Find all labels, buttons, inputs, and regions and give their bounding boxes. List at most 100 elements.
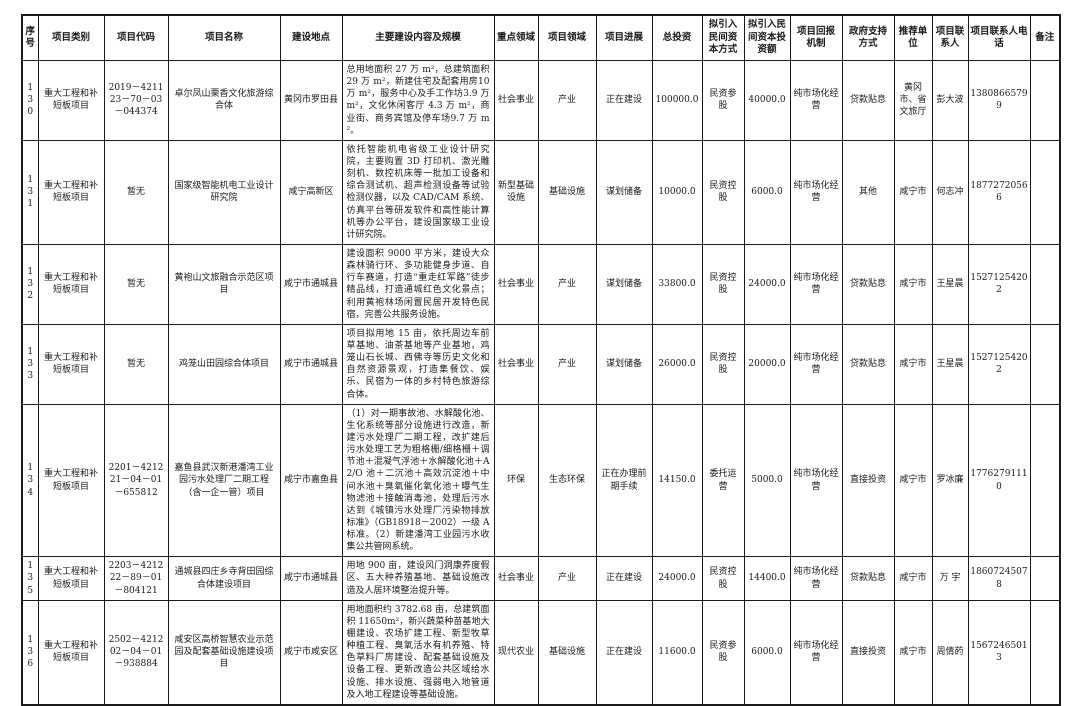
- table-row: 131 重大工程和补短板项目 暂无 国家级智能机电工业设计研究院 咸宁高新区 依…: [21, 139, 1061, 245]
- col-header-phone: 项目联系人电话: [967, 14, 1031, 61]
- cell-support-method: 贷款贴息: [841, 243, 895, 325]
- cell-capital-amount: 20000.0: [743, 323, 791, 405]
- cell-support-method: 贷款贴息: [841, 556, 895, 601]
- cell-content: 依托智能机电省级工业设计研究院，主要购置 3D 打印机、激光雕刻机、数控机床等一…: [341, 139, 495, 245]
- cell-project-field: 产业: [537, 243, 597, 325]
- table-body: 130 重大工程和补短板项目 2019－421123－70－03－044374 …: [21, 60, 1061, 706]
- cell-phone: 15672465013: [967, 599, 1031, 706]
- col-header-recommender: 推荐单位: [893, 14, 933, 61]
- cell-project-field: 基础设施: [537, 599, 597, 706]
- col-header-code: 项目代码: [103, 14, 169, 61]
- cell-support-method: 直接投资: [841, 403, 895, 558]
- cell-investment: 10000.0: [651, 139, 703, 245]
- cell-serial: 134: [21, 403, 39, 558]
- col-header-content: 主要建设内容及规模: [341, 14, 495, 61]
- col-header-serial: 序号: [21, 14, 39, 61]
- cell-capital-amount: 40000.0: [743, 60, 791, 141]
- cell-code: 2201－421221－04－01－655812: [103, 403, 169, 558]
- cell-capital-method: 民资控股: [701, 323, 745, 405]
- cell-recommender: 咸宁市: [893, 403, 933, 558]
- cell-investment: 33800.0: [651, 243, 703, 325]
- project-table: 序号 项目类别 项目代码 项目名称 建设地点 主要建设内容及规模 重点领域 项目…: [21, 14, 1061, 706]
- cell-name: 鸡笼山田园综合体项目: [167, 323, 281, 405]
- cell-return-mechanism: 纯市场化经营: [789, 556, 843, 601]
- table-row: 135 重大工程和补短板项目 2203－421222－89－01－804121 …: [21, 556, 1061, 601]
- cell-progress: 谋划储备: [595, 323, 653, 405]
- cell-phone: 15271254202: [967, 243, 1031, 325]
- cell-investment: 26000.0: [651, 323, 703, 405]
- cell-location: 咸宁市嘉鱼县: [279, 403, 343, 558]
- cell-capital-amount: 6000.0: [743, 599, 791, 706]
- cell-investment: 100000.0: [651, 60, 703, 141]
- cell-remark: [1029, 556, 1061, 601]
- col-header-capital-method: 拟引入民间资本方式: [701, 14, 745, 61]
- cell-serial: 135: [21, 556, 39, 601]
- col-header-capital-amount: 拟引入民间资本投资额: [743, 14, 791, 61]
- cell-progress: 正在办理前期手续: [595, 403, 653, 558]
- cell-contact: 万 宇: [931, 556, 969, 601]
- cell-name: 黄袍山文旅融合示范区项目: [167, 243, 281, 325]
- cell-key-field: 环保: [493, 403, 539, 558]
- cell-project-field: 产业: [537, 323, 597, 405]
- cell-code: 2502－421202－04－01－938884: [103, 599, 169, 706]
- cell-progress: 谋划储备: [595, 243, 653, 325]
- col-header-project-field: 项目领域: [537, 14, 597, 61]
- cell-support-method: 直接投资: [841, 599, 895, 706]
- cell-key-field: 新型基础设施: [493, 139, 539, 245]
- cell-capital-amount: 24000.0: [743, 243, 791, 325]
- col-header-key-field: 重点领域: [493, 14, 539, 61]
- cell-capital-method: 民资控股: [701, 556, 745, 601]
- cell-name: 卓尔凤山栗香文化旅游综合体: [167, 60, 281, 141]
- cell-phone: 13808665799: [967, 60, 1031, 141]
- cell-contact: 彭大波: [931, 60, 969, 141]
- cell-name: 咸安区高桥智慧农业示范园及配套基础设施建设项目: [167, 599, 281, 706]
- cell-serial: 132: [21, 243, 39, 325]
- cell-contact: 罗冰廉: [931, 403, 969, 558]
- cell-serial: 131: [21, 139, 39, 245]
- cell-key-field: 社会事业: [493, 323, 539, 405]
- cell-key-field: 社会事业: [493, 60, 539, 141]
- cell-support-method: 贷款贴息: [841, 323, 895, 405]
- col-header-contact: 项目联系人: [931, 14, 969, 61]
- cell-return-mechanism: 纯市场化经营: [789, 323, 843, 405]
- cell-category: 重大工程和补短板项目: [37, 556, 105, 601]
- cell-capital-method: 民资控股: [701, 243, 745, 325]
- cell-return-mechanism: 纯市场化经营: [789, 599, 843, 706]
- cell-progress: 谋划储备: [595, 139, 653, 245]
- cell-progress: 正在建设: [595, 556, 653, 601]
- cell-project-field: 产业: [537, 556, 597, 601]
- cell-code: 暂无: [103, 323, 169, 405]
- cell-code: 2019－421123－70－03－044374: [103, 60, 169, 141]
- cell-name: 嘉鱼县武汉新港潘湾工业园污水处理厂二期工程（含一企一管）项目: [167, 403, 281, 558]
- cell-return-mechanism: 纯市场化经营: [789, 403, 843, 558]
- table-row: 132 重大工程和补短板项目 暂无 黄袍山文旅融合示范区项目 咸宁市通城县 建设…: [21, 243, 1061, 325]
- cell-code: 暂无: [103, 139, 169, 245]
- cell-key-field: 社会事业: [493, 243, 539, 325]
- cell-key-field: 现代农业: [493, 599, 539, 706]
- cell-remark: [1029, 323, 1061, 405]
- cell-remark: [1029, 60, 1061, 141]
- cell-recommender: 咸宁市: [893, 243, 933, 325]
- cell-category: 重大工程和补短板项目: [37, 403, 105, 558]
- cell-name: 通城县四庄乡寺背田园综合体建设项目: [167, 556, 281, 601]
- cell-capital-amount: 6000.0: [743, 139, 791, 245]
- cell-return-mechanism: 纯市场化经营: [789, 60, 843, 141]
- col-header-remarks: 备注: [1029, 14, 1061, 61]
- cell-recommender: 黄冈市、省文旅厅: [893, 60, 933, 141]
- cell-location: 咸宁市通城县: [279, 556, 343, 601]
- table-row: 134 重大工程和补短板项目 2201－421221－04－01－655812 …: [21, 403, 1061, 558]
- header-row: 序号 项目类别 项目代码 项目名称 建设地点 主要建设内容及规模 重点领域 项目…: [21, 14, 1061, 61]
- cell-key-field: 社会事业: [493, 556, 539, 601]
- col-header-return-mechanism: 项目回报机制: [789, 14, 843, 61]
- cell-support-method: 其他: [841, 139, 895, 245]
- table-header: 序号 项目类别 项目代码 项目名称 建设地点 主要建设内容及规模 重点领域 项目…: [21, 14, 1061, 61]
- cell-capital-method: 民资参股: [701, 599, 745, 706]
- cell-serial: 130: [21, 60, 39, 141]
- cell-location: 黄冈市罗田县: [279, 60, 343, 141]
- cell-code: 暂无: [103, 243, 169, 325]
- col-header-progress: 项目进展: [595, 14, 653, 61]
- cell-category: 重大工程和补短板项目: [37, 139, 105, 245]
- cell-serial: 136: [21, 599, 39, 706]
- cell-content: （1）对一期事故池、水解酸化池、生化系统等部分设施进行改造，新建污水处理厂二期工…: [341, 403, 495, 558]
